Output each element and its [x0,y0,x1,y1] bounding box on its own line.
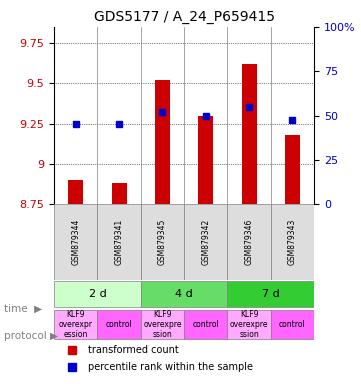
Text: 7 d: 7 d [262,289,280,299]
Bar [68,180,83,204]
Text: percentile rank within the sample: percentile rank within the sample [88,362,253,372]
FancyBboxPatch shape [184,204,227,280]
FancyBboxPatch shape [97,204,141,280]
Text: GSM879342: GSM879342 [201,219,210,265]
Bar [198,116,213,204]
Text: 4 d: 4 d [175,289,193,299]
FancyBboxPatch shape [227,204,271,280]
FancyBboxPatch shape [227,310,271,339]
FancyBboxPatch shape [97,310,141,339]
Bar [112,183,127,204]
Text: KLF9
overexpr
ession: KLF9 overexpr ession [59,310,93,339]
Bar [285,135,300,204]
Text: protocol ▶: protocol ▶ [4,331,58,341]
Text: control: control [106,320,132,329]
FancyBboxPatch shape [54,310,97,339]
Text: GSM879341: GSM879341 [115,219,123,265]
Bar [155,80,170,204]
FancyBboxPatch shape [227,281,314,306]
Text: GSM879344: GSM879344 [71,219,80,265]
Text: KLF9
overexpre
ssion: KLF9 overexpre ssion [143,310,182,339]
Text: KLF9
overexpre
ssion: KLF9 overexpre ssion [230,310,268,339]
Text: control: control [192,320,219,329]
Text: transformed count: transformed count [88,345,179,355]
FancyBboxPatch shape [271,310,314,339]
Text: 2 d: 2 d [88,289,106,299]
FancyBboxPatch shape [141,281,227,306]
FancyBboxPatch shape [141,204,184,280]
Bar [242,64,257,204]
FancyBboxPatch shape [271,204,314,280]
Text: time  ▶: time ▶ [4,304,42,314]
Text: GSM879345: GSM879345 [158,219,167,265]
FancyBboxPatch shape [141,310,184,339]
Title: GDS5177 / A_24_P659415: GDS5177 / A_24_P659415 [93,10,275,25]
Text: control: control [279,320,306,329]
Text: GSM879343: GSM879343 [288,219,297,265]
FancyBboxPatch shape [184,310,227,339]
FancyBboxPatch shape [54,281,141,306]
FancyBboxPatch shape [54,204,97,280]
Text: GSM879346: GSM879346 [245,219,253,265]
